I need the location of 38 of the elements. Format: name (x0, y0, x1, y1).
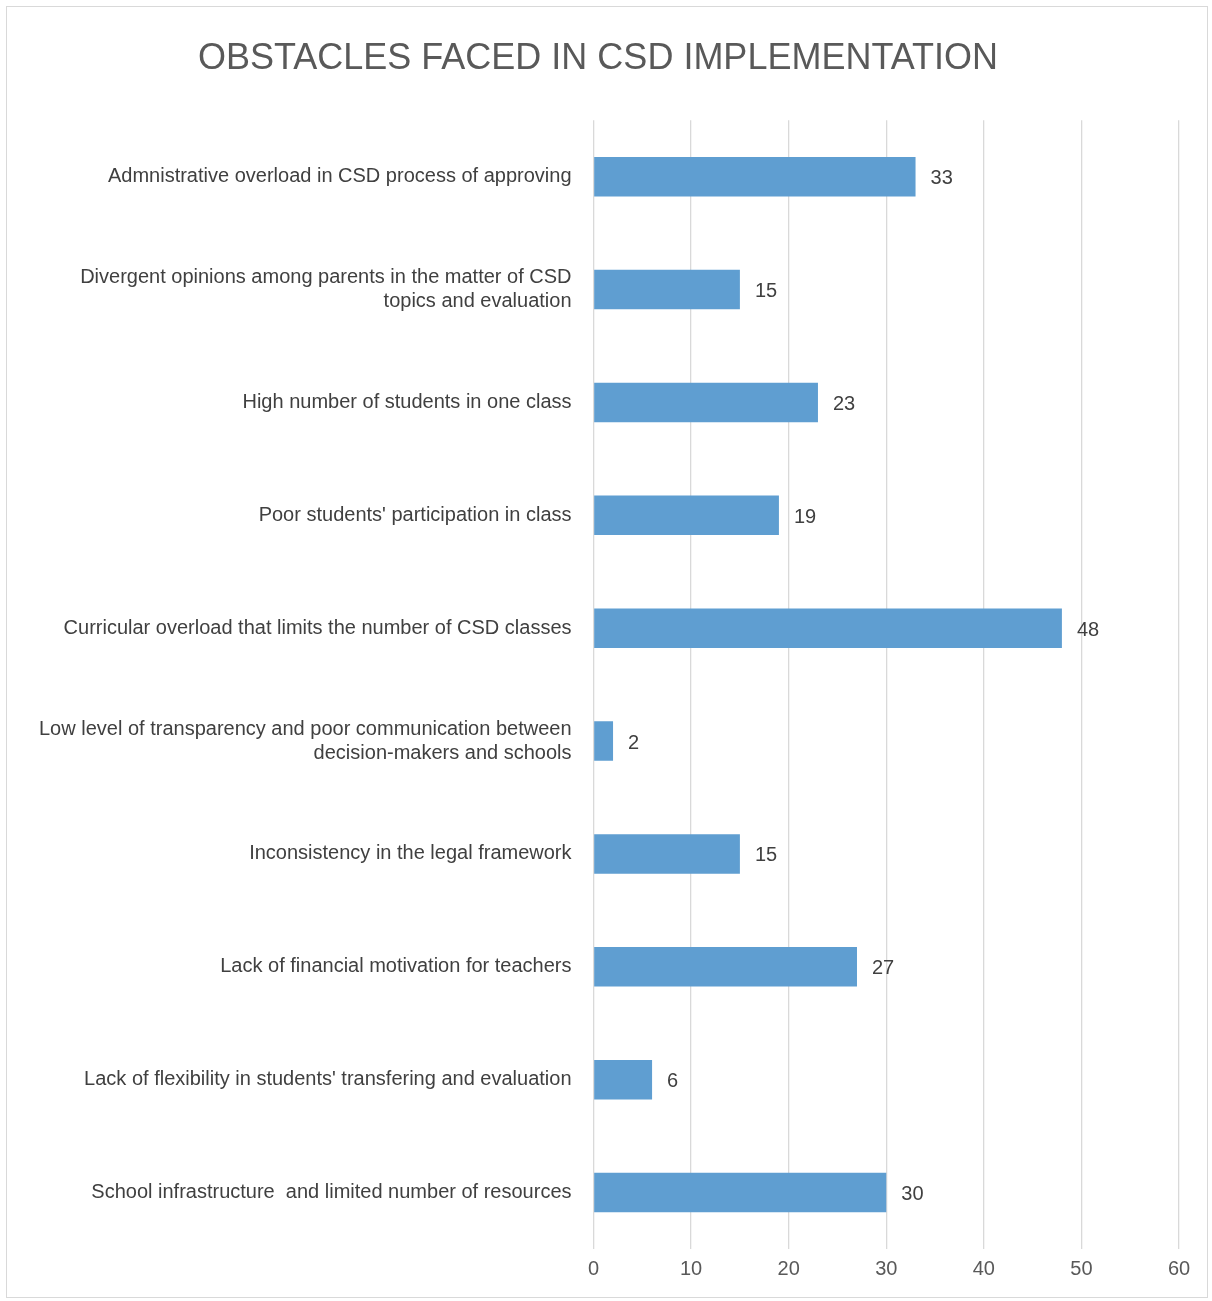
data-label: 6 (667, 1069, 679, 1092)
bar (594, 269, 740, 310)
x-tick-label: 20 (777, 1256, 800, 1279)
chart-title: OBSTACLES FACED IN CSD IMPLEMENTATION (197, 35, 999, 77)
x-tick-label: 0 (587, 1256, 600, 1279)
bar (594, 947, 857, 987)
bar (594, 156, 916, 197)
y-tick-label: Curricular overload that limits the number of CSD classes (63, 615, 572, 638)
bar (594, 834, 740, 874)
x-tick-label: 40 (972, 1256, 995, 1279)
y-tick-label: High number of students in one class (242, 389, 572, 412)
bar (594, 608, 1062, 648)
data-label: 15 (754, 843, 778, 866)
x-tick-label: 50 (1070, 1256, 1093, 1279)
y-tick-label: Lack of flexibility in students' transfering and evaluation (84, 1067, 572, 1090)
y-tick-label: Divergent opinions among parents in the matter of CSD topics and evaluation (80, 265, 572, 312)
data-label: 33 (930, 166, 953, 189)
y-tick-label: Inconsistency in the legal framework (249, 841, 573, 864)
data-label: 15 (754, 279, 778, 302)
x-tick-label: 30 (875, 1256, 898, 1279)
y-tick-label: Poor students' participation in class (258, 502, 572, 525)
y-tick-label: School infrastructure and limited number of resources (91, 1180, 572, 1203)
y-tick-label: Admnistrative overload in CSD process of approving (107, 164, 572, 187)
data-label: 30 (901, 1182, 924, 1205)
data-label: 2 (628, 730, 640, 753)
x-tick-label: 10 (679, 1256, 703, 1279)
data-label: 19 (793, 504, 817, 527)
y-tick-label: Low level of transparency and poor communication between decision-makers and schools (39, 716, 572, 763)
data-label: 27 (871, 956, 895, 979)
bar (594, 721, 614, 761)
bar (594, 1172, 887, 1213)
bar (594, 382, 818, 423)
bar (594, 495, 779, 536)
data-label: 48 (1076, 617, 1100, 640)
data-label: 23 (832, 391, 856, 414)
y-tick-label: Lack of financial motivation for teachers (220, 954, 572, 977)
bar (594, 1059, 653, 1100)
x-tick-label: 60 (1167, 1256, 1191, 1279)
